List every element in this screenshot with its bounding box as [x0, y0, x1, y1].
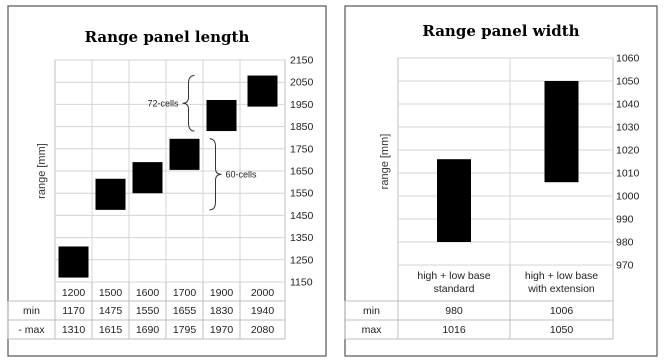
max-value: 1310	[62, 324, 86, 336]
max-value: 1016	[442, 324, 466, 336]
chart-2: Range panel width 970 980 990 1000 1010 1020 10…	[344, 5, 658, 357]
max-value: 2080	[251, 324, 275, 336]
y-tick-label: 1250	[290, 254, 314, 266]
y-axis-label: range [mm]	[379, 134, 391, 190]
min-value: 1550	[136, 305, 160, 317]
y-tick-label: 1350	[290, 232, 314, 244]
y-tick-label: 1030	[616, 122, 640, 134]
chart-title: Range panel length	[85, 28, 250, 46]
max-value: 1615	[99, 324, 123, 336]
y-tick-label: 1950	[290, 99, 314, 111]
row-label-max: max	[362, 324, 383, 336]
y-tick-label: 980	[616, 237, 634, 249]
range-bar	[58, 246, 89, 278]
category-label: high + low base standard	[417, 270, 490, 295]
plot-area	[397, 57, 614, 266]
category-label-line: high + low base	[417, 270, 490, 282]
range-bar	[247, 75, 278, 107]
y-tick-label: 1020	[616, 145, 640, 157]
category-label-line: standard	[434, 283, 475, 295]
category-label: 1600	[136, 287, 160, 299]
y-tick-label: 1850	[290, 121, 314, 133]
category-label: 1700	[173, 287, 197, 299]
y-tick-label: 1040	[616, 99, 640, 111]
y-tick-label: 1000	[616, 191, 640, 203]
category-label: 1500	[99, 287, 123, 299]
range-bar	[437, 159, 471, 242]
y-tick-label: 1750	[290, 143, 314, 155]
range-bar	[544, 81, 579, 183]
y-tick-label: 990	[616, 214, 634, 226]
category-label: 1200	[62, 287, 86, 299]
range-bar	[132, 162, 163, 194]
y-tick-label: 1550	[290, 188, 314, 200]
category-label: high + low base with extension	[525, 270, 598, 295]
y-tick-label: 1450	[290, 210, 314, 222]
y-tick-label: 1150	[290, 277, 313, 289]
max-value: 1690	[136, 324, 160, 336]
row-label-max: - max	[18, 324, 45, 336]
range-bar	[169, 138, 200, 170]
chart-1: Range panel length 1150 1250 1350 1450 1550 16…	[7, 5, 327, 357]
min-value: 1006	[550, 305, 574, 317]
category-label-line: with extension	[527, 283, 595, 295]
category-label: 1900	[210, 287, 234, 299]
y-tick-label: 1010	[616, 168, 640, 180]
y-tick-label: 1050	[616, 76, 640, 88]
y-tick-label: 970	[616, 260, 634, 272]
annotation-brace	[182, 75, 195, 132]
y-tick-label: 2050	[290, 77, 314, 89]
chart-title: Range panel width	[422, 22, 579, 40]
y-tick-label: 2150	[290, 55, 314, 67]
annotation-label: 60-cells	[226, 169, 258, 179]
y-tick-label: 1060	[616, 53, 640, 65]
annotation-label: 72-cells	[147, 98, 179, 108]
annotation-brace	[209, 138, 222, 211]
category-label-line: high + low base	[525, 270, 598, 282]
row-label-min: min	[23, 305, 40, 317]
min-value: 1940	[251, 305, 275, 317]
min-value: 980	[445, 305, 463, 317]
row-label-min: min	[363, 305, 380, 317]
category-label: 2000	[251, 287, 275, 299]
max-value: 1050	[550, 324, 574, 336]
range-bar	[206, 99, 237, 132]
y-axis-label: range [mm]	[36, 143, 48, 199]
min-value: 1475	[99, 305, 123, 317]
min-value: 1830	[210, 305, 234, 317]
max-value: 1970	[210, 324, 234, 336]
range-bar	[95, 178, 126, 210]
y-tick-label: 1650	[290, 166, 314, 178]
min-value: 1170	[62, 305, 85, 317]
max-value: 1795	[173, 324, 197, 336]
min-value: 1655	[173, 305, 197, 317]
